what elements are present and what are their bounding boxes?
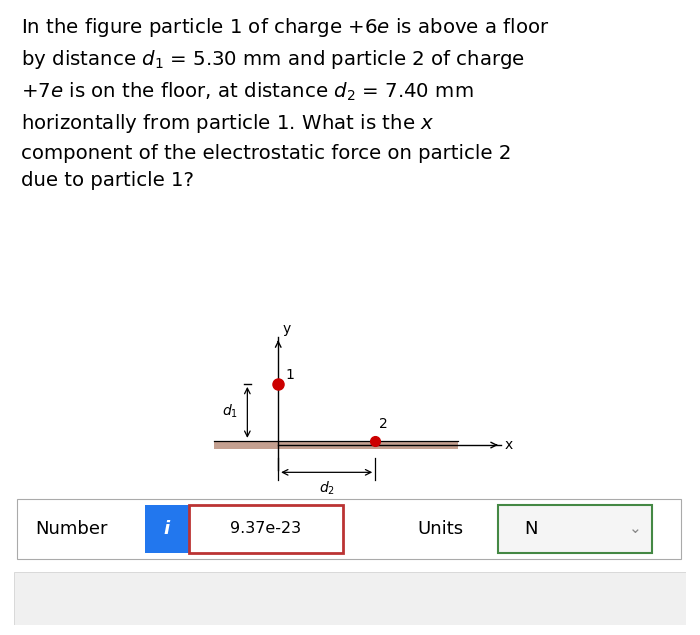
Text: 2: 2 [379, 417, 388, 431]
Text: x: x [505, 438, 513, 452]
Bar [189, 505, 343, 552]
Text: ⌄: ⌄ [629, 521, 642, 536]
Text: Number: Number [35, 519, 107, 538]
Bar [498, 505, 652, 552]
Bar [214, 441, 458, 450]
Text: y: y [283, 322, 290, 336]
Text: $d_1$: $d_1$ [222, 402, 238, 420]
Bar [145, 505, 189, 552]
Text: i: i [164, 519, 170, 538]
Text: Units: Units [418, 519, 464, 538]
Text: In the figure particle 1 of charge +6$e$ is above a floor
by distance $d_1$ = 5.: In the figure particle 1 of charge +6$e$… [21, 16, 549, 190]
Text: 9.37e-23: 9.37e-23 [230, 521, 302, 536]
Text: N: N [525, 519, 538, 538]
Text: 1: 1 [286, 368, 294, 382]
Text: $d_2$: $d_2$ [318, 479, 335, 497]
